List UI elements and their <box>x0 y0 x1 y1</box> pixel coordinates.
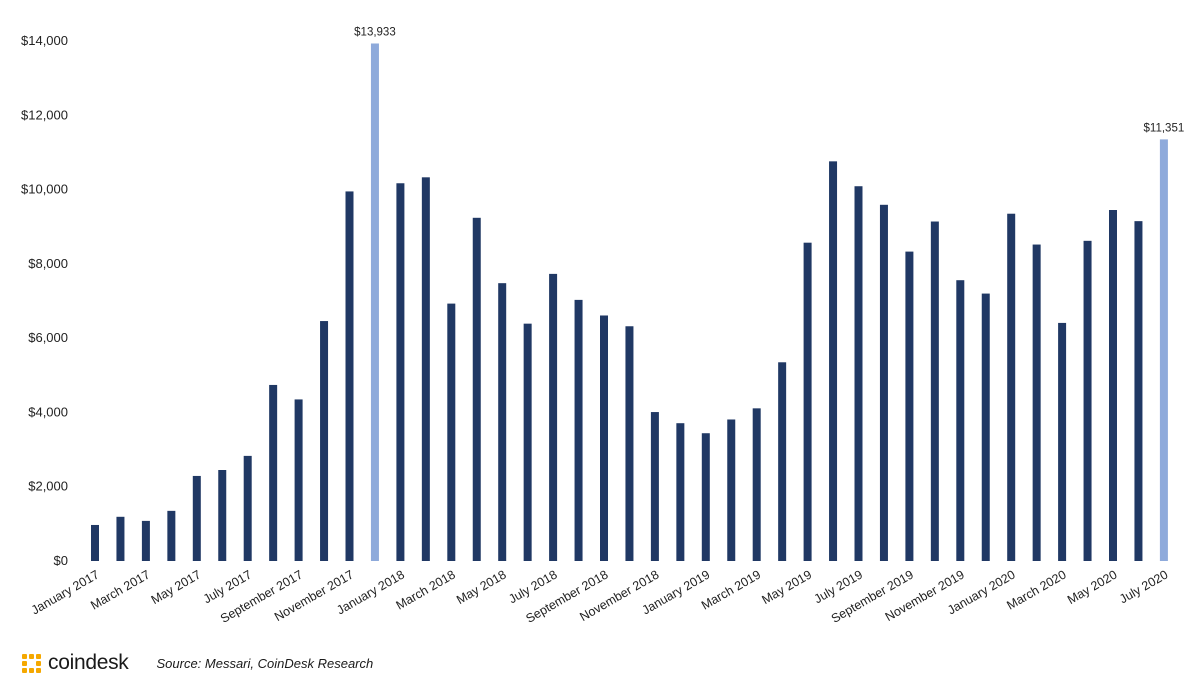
bar-may-2019 <box>803 242 812 561</box>
bar-june-2019 <box>829 161 838 562</box>
coindesk-logo-icon <box>22 654 41 673</box>
bar-october-2019 <box>930 221 939 561</box>
bar-september-2018 <box>600 315 608 561</box>
footer: coindesk Source: Messari, CoinDesk Resea… <box>20 650 373 676</box>
bar-june-2018 <box>523 323 532 561</box>
bar-november-2018 <box>650 412 659 561</box>
x-tick-label: July 2020 <box>1117 567 1170 606</box>
bar-january-2019 <box>701 433 710 561</box>
bar-december-2019 <box>981 293 990 561</box>
bar-may-2020 <box>1109 210 1117 561</box>
x-tick-label: May 2017 <box>149 567 204 607</box>
x-tick-label: May 2018 <box>454 567 509 607</box>
bar-february-2019 <box>727 419 736 561</box>
bar-march-2017 <box>141 520 150 561</box>
y-axis: $0 $2,000 $4,000 $6,000 $8,000 $10,000 $12,000… <box>21 33 68 568</box>
x-tick-label: January 2017 <box>29 567 102 617</box>
bar-july-2019 <box>854 186 863 561</box>
bar-april-2020 <box>1083 240 1092 562</box>
data-label: $13,933 <box>354 26 396 38</box>
y-tick-label: $6,000 <box>28 330 68 345</box>
data-label: $11,351 <box>1144 122 1185 134</box>
y-tick-label: $8,000 <box>28 256 68 271</box>
bar-chart: $0 $2,000 $4,000 $6,000 $8,000 $10,000 $12,000… <box>21 26 1184 625</box>
source-note: Source: Messari, CoinDesk Research <box>156 655 374 671</box>
bar-november-2017 <box>345 191 354 561</box>
x-tick-label: May 2019 <box>760 567 815 607</box>
bar-september-2019 <box>905 251 914 561</box>
bar-april-2018 <box>472 217 481 562</box>
bar-july-2018 <box>549 273 558 561</box>
y-tick-label: $12,000 <box>21 107 68 122</box>
bar-january-2018 <box>396 183 405 561</box>
bar-february-2018 <box>421 177 430 562</box>
bar-january-2017 <box>91 524 99 561</box>
bar-july-2020 <box>1159 139 1168 562</box>
bar-january-2020 <box>1007 213 1016 561</box>
data-labels: $13,933 $11,351 <box>354 26 1184 134</box>
bar-may-2018 <box>498 283 507 561</box>
bar-october-2017 <box>320 321 329 561</box>
bar-august-2017 <box>269 384 278 561</box>
bar-may-2017 <box>192 475 201 561</box>
bar-december-2018 <box>676 423 685 561</box>
bar-march-2019 <box>752 408 761 561</box>
y-tick-label: $0 <box>54 553 68 568</box>
bar-june-2020 <box>1134 221 1143 561</box>
bar-april-2019 <box>778 362 787 561</box>
bars <box>91 43 1168 562</box>
bar-august-2018 <box>574 299 583 561</box>
bar-october-2018 <box>625 326 634 561</box>
bar-june-2017 <box>218 470 227 561</box>
bar-july-2017 <box>243 455 252 561</box>
y-tick-label: $14,000 <box>21 33 68 48</box>
bar-april-2017 <box>167 510 176 561</box>
bar-august-2019 <box>879 204 888 562</box>
bar-february-2017 <box>116 516 125 561</box>
bar-march-2018 <box>447 303 456 561</box>
bar-september-2017 <box>294 399 303 561</box>
bar-march-2020 <box>1058 322 1067 561</box>
y-tick-label: $2,000 <box>28 479 68 494</box>
bar-november-2019 <box>956 280 965 561</box>
y-tick-label: $10,000 <box>21 182 68 197</box>
bar-december-2017 <box>370 43 379 561</box>
brand-name: coindesk <box>48 651 129 674</box>
y-tick-label: $4,000 <box>28 404 68 419</box>
x-tick-label: May 2020 <box>1065 567 1120 607</box>
bar-february-2020 <box>1032 244 1041 562</box>
